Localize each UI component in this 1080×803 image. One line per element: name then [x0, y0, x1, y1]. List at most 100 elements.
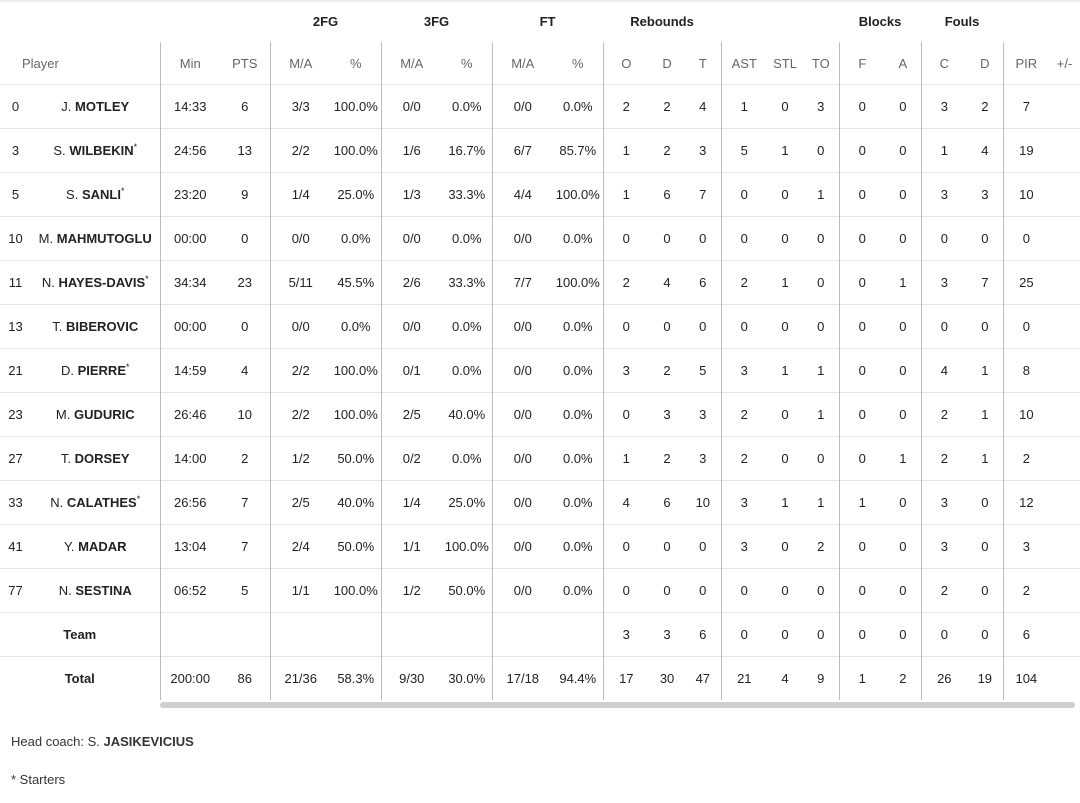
table-row[interactable]: 77 N. SESTINA 06:52 5 1/1 100.0% 1/2 50.0% 0/0 0.…	[0, 568, 1080, 613]
col-blk-a[interactable]: A	[898, 55, 908, 71]
stat-pir: 0	[1002, 304, 1050, 349]
stat-blk-a: 0	[885, 348, 922, 393]
stat-ast: 0	[720, 612, 768, 657]
stat-fg2-pct: 100.0%	[331, 568, 382, 613]
table-row[interactable]: 5 S. SANLI* 23:20 9 1/4 25.0% 1/3 33.3% 4/4 100.0…	[0, 172, 1080, 217]
stat-pir: 6	[1002, 612, 1050, 657]
col-player[interactable]: Player	[22, 55, 59, 71]
head-coach-prefix: Head coach: S.	[11, 734, 100, 749]
table-row[interactable]: 10 M. MAHMUTOGLU 00:00 0 0/0 0.0% 0/0 0.0% 0/0 0.…	[0, 216, 1080, 261]
stat-fg2-ma: 1/1	[269, 568, 331, 613]
table-row[interactable]: 3 S. WILBEKIN* 24:56 13 2/2 100.0% 1/6 16.7% 6/7…	[0, 128, 1080, 173]
table-row[interactable]: 27 T. DORSEY 14:00 2 1/2 50.0% 0/2 0.0% 0/0 0.0% 1…	[0, 436, 1080, 481]
col-ft-ma[interactable]: M/A	[491, 42, 554, 85]
starter-marker: *	[126, 362, 130, 372]
stat-ft-ma: 0/0	[491, 84, 554, 129]
player-name[interactable]: T. DORSEY	[31, 436, 160, 481]
stat-min: 06:52	[159, 568, 220, 613]
stat-fg2-ma: 2/2	[269, 128, 331, 173]
player-name[interactable]: M. MAHMUTOGLU	[31, 216, 160, 261]
col-reb-d[interactable]: D	[662, 55, 672, 71]
stat-foul-c: 3	[920, 84, 968, 129]
table-row[interactable]: 23 M. GUDURIC 26:46 10 2/2 100.0% 2/5 40.0% 0/0 0…	[0, 392, 1080, 437]
stat-pir: 104	[1002, 656, 1050, 700]
player-last-name: PIERRE	[77, 363, 126, 378]
stat-foul-d: 2	[967, 84, 1004, 129]
stat-fg3-pct: 0.0%	[442, 348, 493, 393]
stat-blk-f: 0	[838, 436, 886, 481]
col-blk-f[interactable]: F	[838, 42, 886, 85]
player-name[interactable]: S. SANLI*	[31, 172, 160, 217]
col-to[interactable]: TO	[811, 55, 830, 71]
col-foul-d[interactable]: D	[980, 55, 990, 71]
stat-fg2-pct: 0.0%	[331, 304, 382, 349]
col-3fg-ma[interactable]: M/A	[380, 42, 443, 85]
player-name[interactable]: J. MOTLEY	[31, 84, 160, 129]
stat-foul-c: 0	[920, 304, 968, 349]
stat-foul-d: 0	[967, 524, 1004, 569]
player-name[interactable]: N. HAYES-DAVIS*	[31, 260, 160, 305]
stat-fg2-ma: 21/36	[269, 656, 331, 700]
player-name[interactable]: N. CALATHES*	[31, 480, 160, 525]
stat-foul-c: 26	[920, 656, 968, 700]
col-ft-pct[interactable]: %	[572, 55, 584, 71]
player-name[interactable]: D. PIERRE*	[31, 348, 160, 393]
col-stl[interactable]: STL	[773, 55, 797, 71]
stat-fg3-ma: 0/0	[380, 304, 443, 349]
stat-ft-pct: 100.0%	[553, 260, 604, 305]
stat-to: 2	[803, 524, 840, 569]
stat-ft-pct: 0.0%	[553, 436, 604, 481]
stat-fg2-pct: 100.0%	[331, 348, 382, 393]
col-foul-c[interactable]: C	[920, 42, 968, 85]
table-row[interactable]: 41 Y. MADAR 13:04 7 2/4 50.0% 1/1 100.0% 0/0 0.0%…	[0, 524, 1080, 569]
stat-pts: 23	[220, 260, 270, 305]
stat-pm	[1049, 84, 1080, 129]
col-2fg-ma[interactable]: M/A	[269, 42, 331, 85]
stat-fg2-ma: 5/11	[269, 260, 331, 305]
stat-blk-a: 0	[885, 480, 922, 525]
stat-ft-pct: 0.0%	[553, 480, 604, 525]
stat-to: 0	[803, 436, 840, 481]
stat-fg3-ma: 2/5	[380, 392, 443, 437]
stat-ast: 3	[720, 480, 768, 525]
col-min[interactable]: Min	[159, 42, 220, 85]
stat-blk-f: 1	[838, 656, 886, 700]
stat-fg3-ma: 1/4	[380, 480, 443, 525]
player-name[interactable]: T. BIBEROVIC	[31, 304, 160, 349]
stat-fg2-ma: 3/3	[269, 84, 331, 129]
stat-blk-f: 0	[838, 128, 886, 173]
table-row[interactable]: 0 J. MOTLEY 14:33 6 3/3 100.0% 0/0 0.0% 0/0 0.0% 2…	[0, 84, 1080, 129]
stat-blk-f: 0	[838, 392, 886, 437]
table-row[interactable]: 11 N. HAYES-DAVIS* 34:34 23 5/11 45.5% 2/6 33.3…	[0, 260, 1080, 305]
player-name[interactable]: Y. MADAR	[31, 524, 160, 569]
stat-pir: 2	[1002, 568, 1050, 613]
stat-ft-pct: 85.7%	[553, 128, 604, 173]
stat-reb-o: 3	[602, 612, 650, 657]
stat-fg3-pct: 0.0%	[442, 304, 493, 349]
col-reb-o[interactable]: O	[602, 42, 650, 85]
stat-pts: 9	[220, 172, 270, 217]
table-row[interactable]: 21 D. PIERRE* 14:59 4 2/2 100.0% 0/1 0.0% 0/0 0.0…	[0, 348, 1080, 393]
stat-to: 9	[803, 656, 840, 700]
stat-foul-d: 19	[967, 656, 1004, 700]
col-ast[interactable]: AST	[720, 42, 768, 85]
col-pir[interactable]: PIR	[1002, 42, 1050, 85]
stat-fg2-ma: 0/0	[269, 216, 331, 261]
table-row[interactable]: 13 T. BIBEROVIC 00:00 0 0/0 0.0% 0/0 0.0% 0/0 0.0…	[0, 304, 1080, 349]
stat-foul-d: 0	[967, 304, 1004, 349]
col-3fg-pct[interactable]: %	[460, 55, 473, 71]
col-2fg-pct[interactable]: %	[349, 55, 362, 71]
stat-fg2-pct: 100.0%	[331, 84, 382, 129]
col-reb-t[interactable]: T	[698, 55, 707, 71]
horizontal-scrollbar[interactable]	[160, 702, 1075, 708]
table-row[interactable]: 33 N. CALATHES* 26:56 7 2/5 40.0% 1/4 25.0% 0/0 0…	[0, 480, 1080, 525]
col-pts[interactable]: PTS	[232, 55, 258, 71]
col-plus-minus[interactable]: +/-	[1056, 55, 1073, 71]
player-name[interactable]: S. WILBEKIN*	[31, 128, 160, 173]
group-ft: FT	[539, 13, 556, 29]
player-name[interactable]: N. SESTINA	[31, 568, 160, 613]
player-name[interactable]: M. GUDURIC	[31, 392, 160, 437]
stat-min: 200:00	[159, 656, 220, 700]
stat-fg2-ma: 2/2	[269, 348, 331, 393]
stat-pm	[1049, 568, 1080, 613]
